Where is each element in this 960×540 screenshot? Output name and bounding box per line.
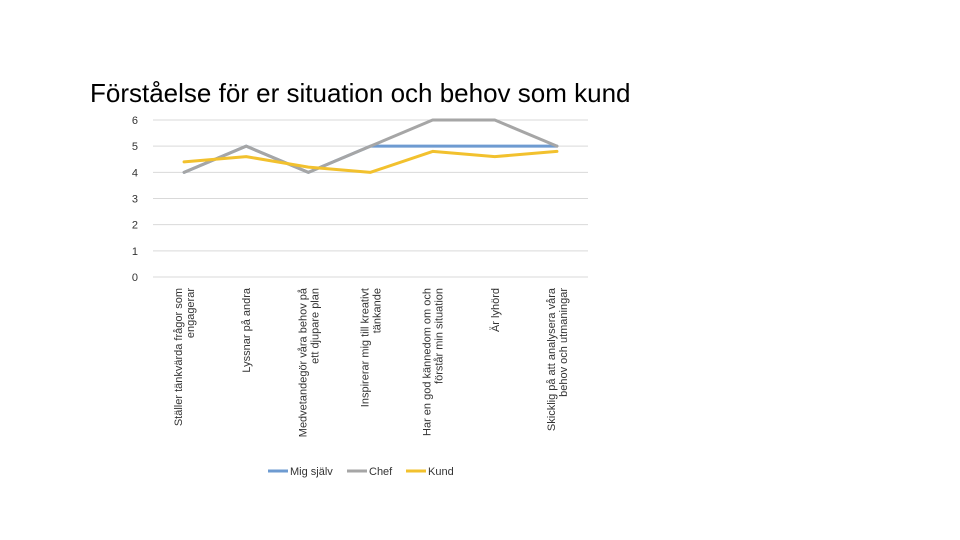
x-category-label: Inspirerar mig till kreativttänkande bbox=[360, 288, 384, 407]
y-tick-label: 1 bbox=[132, 246, 138, 258]
y-tick-label: 2 bbox=[132, 220, 138, 232]
series-line-kund bbox=[182, 149, 559, 174]
y-tick-label: 5 bbox=[132, 141, 138, 153]
series-lines bbox=[182, 118, 559, 174]
x-category-label: Är lyhörd bbox=[490, 288, 502, 332]
legend-label: Kund bbox=[428, 466, 454, 478]
legend: Mig själv Chef Kund bbox=[268, 466, 454, 478]
x-axis: Ställer tänkvärda frågor somengagerar Lys… bbox=[173, 287, 570, 437]
y-tick-label: 3 bbox=[132, 194, 138, 206]
y-tick-label: 6 bbox=[132, 115, 138, 127]
x-category-label: Ställer tänkvärda frågor somengagerar bbox=[173, 288, 197, 427]
y-axis: 0 1 2 3 4 5 6 bbox=[132, 115, 138, 284]
legend-label: Chef bbox=[369, 466, 393, 478]
x-category-label: Har en god kännedom om ochförstår min si… bbox=[422, 288, 446, 436]
slide-title: Förståelse för er situation och behov so… bbox=[90, 78, 631, 108]
y-tick-label: 0 bbox=[132, 272, 138, 284]
x-category-label: Medvetandegör våra behov påett djupare p… bbox=[297, 287, 321, 437]
x-category-label: Skicklig på att analysera vårabehov och … bbox=[546, 287, 570, 431]
gridlines bbox=[153, 119, 588, 278]
y-tick-label: 4 bbox=[132, 167, 138, 179]
legend-label: Mig själv bbox=[290, 466, 333, 478]
x-category-label: Lyssnar på andra bbox=[241, 287, 253, 372]
